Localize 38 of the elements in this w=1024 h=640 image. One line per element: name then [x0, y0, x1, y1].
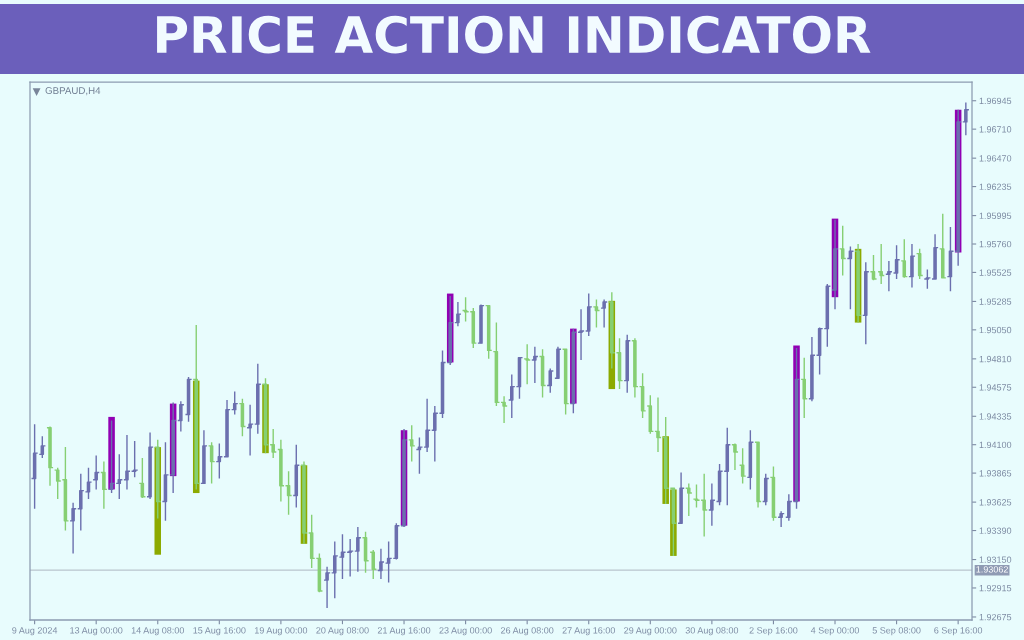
x-tick-label: 19 Aug 00:00 — [254, 627, 308, 636]
y-tick-label: 1.95995 — [979, 212, 1012, 219]
y-tick-label: 1.94335 — [979, 413, 1012, 420]
x-tick-label: 29 Aug 00:00 — [624, 627, 677, 636]
x-tick-label: 5 Sep 08:00 — [872, 627, 921, 636]
y-tick-label: 1.94575 — [979, 384, 1012, 391]
chart-subtitle: GBPAUD,H4 — [45, 87, 101, 96]
x-tick-label: 23 Aug 00:00 — [439, 627, 492, 636]
x-tick-label: 4 Sep 00:00 — [810, 627, 859, 636]
x-tick-label: 13 Aug 00:00 — [70, 627, 123, 636]
y-tick-label: 1.96470 — [979, 155, 1012, 162]
y-tick-label: 1.93625 — [979, 499, 1012, 506]
y-tick-label: 1.95285 — [979, 298, 1012, 305]
y-tick-label: 1.96710 — [979, 126, 1012, 133]
y-tick-label: 1.95525 — [979, 269, 1012, 276]
y-tick-label: 1.96235 — [979, 183, 1012, 190]
y-tick-label: 1.92675 — [979, 613, 1012, 621]
x-tick-label: 20 Aug 08:00 — [316, 627, 369, 636]
y-tick-label: 1.92915 — [979, 584, 1012, 592]
y-tick-label: 1.93390 — [979, 527, 1012, 534]
y-tick-label: 1.93865 — [979, 470, 1012, 477]
x-tick-label: 6 Sep 16:00 — [934, 627, 983, 636]
x-tick-label: 21 Aug 16:00 — [377, 627, 431, 636]
y-tick-label: 1.93150 — [979, 556, 1012, 563]
y-tick-label: 1.96945 — [979, 97, 1012, 105]
x-tick-label: 9 Aug 2024 — [12, 627, 58, 636]
y-tick-label: 1.94100 — [979, 441, 1012, 449]
x-tick-label: 26 Aug 08:00 — [501, 627, 554, 636]
x-tick-label: 14 Aug 08:00 — [131, 627, 185, 636]
x-tick-label: 15 Aug 16:00 — [193, 627, 246, 636]
x-tick-label: 27 Aug 16:00 — [562, 627, 615, 636]
y-tick-label: 1.95760 — [979, 240, 1012, 248]
y-tick-label: 1.94810 — [979, 355, 1012, 363]
x-tick-label: 30 Aug 08:00 — [685, 627, 739, 636]
y-tick-label: 1.95050 — [979, 326, 1012, 334]
x-tick-label: 2 Sep 16:00 — [749, 627, 798, 636]
ref-line-label: 1.93062 — [976, 566, 1008, 573]
chart-title: PRICE ACTION INDICATOR — [157, 15, 871, 54]
